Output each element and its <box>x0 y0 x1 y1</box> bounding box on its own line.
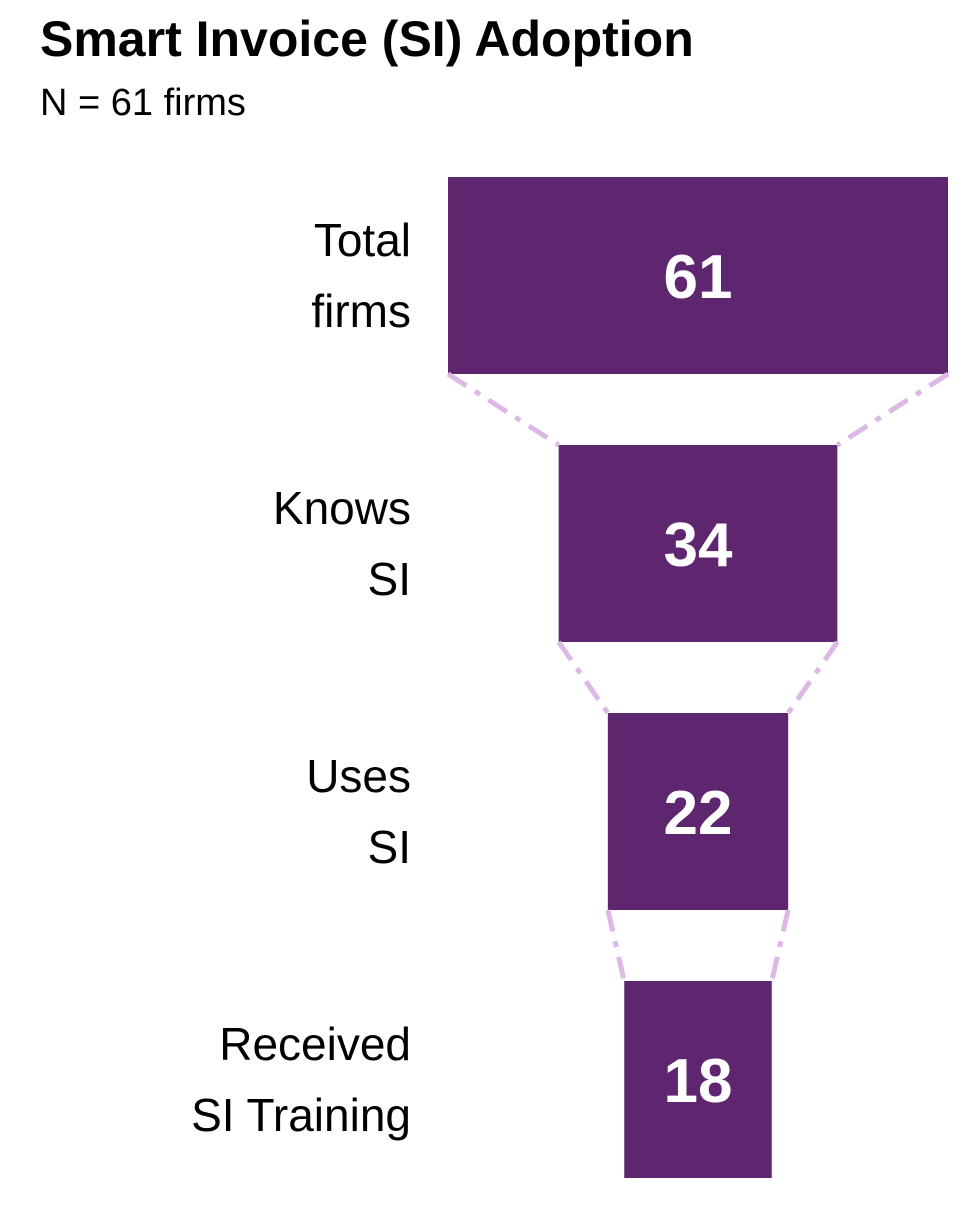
connector <box>605 909 627 982</box>
value-label: 22 <box>664 779 733 848</box>
value-label: 34 <box>664 511 733 580</box>
bar <box>558 445 838 642</box>
bar <box>448 177 948 374</box>
chart-subtitle: N = 61 firms <box>40 82 246 124</box>
category-label: Uses SI <box>306 750 411 873</box>
chart-title: Smart Invoice (SI) Adoption <box>40 11 694 67</box>
bar <box>624 981 772 1178</box>
category-label: Received SI Training <box>191 1018 411 1141</box>
connector <box>556 640 610 715</box>
connector <box>835 371 950 448</box>
value-label: 61 <box>664 243 733 312</box>
category-label: Total firms <box>311 214 411 337</box>
category-label: Knows SI <box>272 482 411 605</box>
bar <box>607 713 789 910</box>
connector <box>446 371 561 448</box>
value-label: 18 <box>664 1047 733 1116</box>
connector <box>786 640 840 715</box>
connector <box>769 909 791 982</box>
